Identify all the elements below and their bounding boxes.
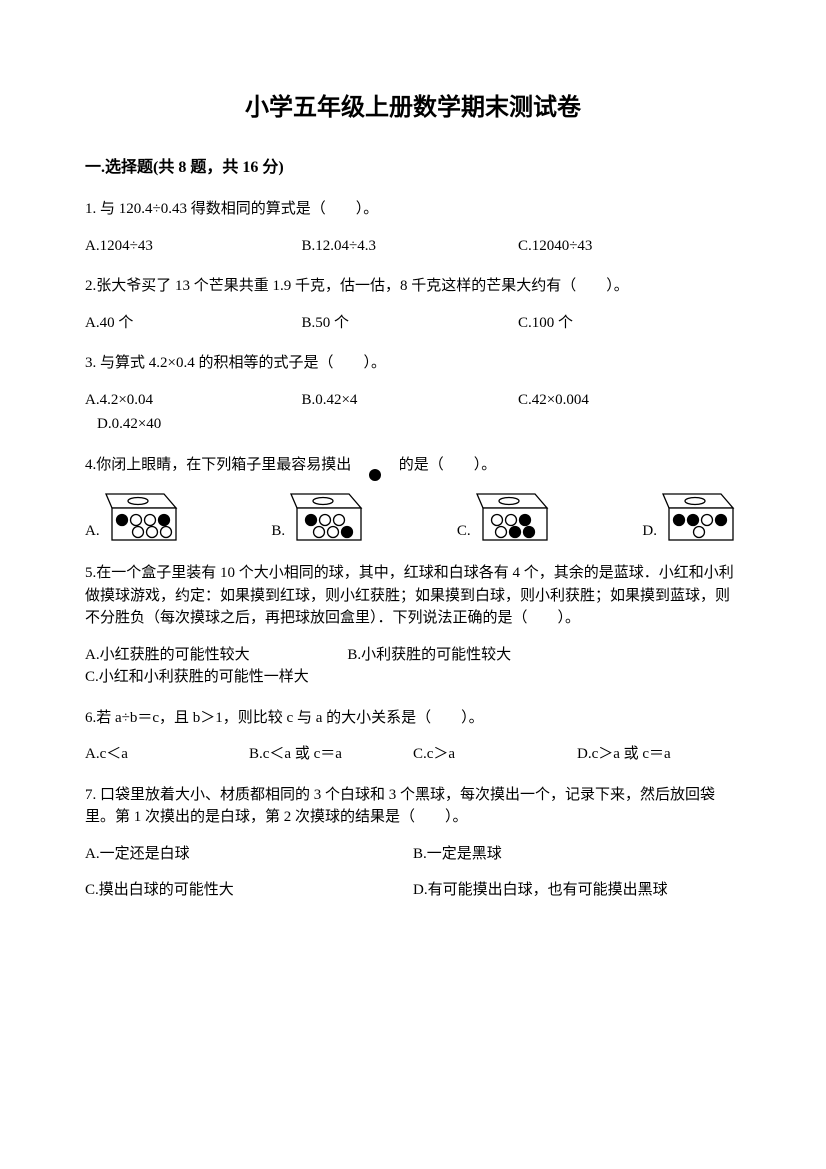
question-4: 4.你闭上眼睛，在下列箱子里最容易摸出 的是（ ）。 A. B. C. D. <box>85 454 741 543</box>
box-c-svg <box>475 490 555 542</box>
q2-option-c[interactable]: C.100 个 <box>518 312 734 335</box>
question-2: 2.张大爷买了 13 个芒果共重 1.9 千克，估一估，8 千克这样的芒果大约有… <box>85 275 741 334</box>
q4-options: A. B. C. D. <box>85 490 741 542</box>
q4-text-pre: 4.你闭上眼睛，在下列箱子里最容易摸出 <box>85 457 351 473</box>
q7-options-1: A.一定还是白球 B.一定是黑球 <box>85 843 741 866</box>
q5-option-a[interactable]: A.小红获胜的可能性较大 <box>85 644 347 667</box>
q1-text: 1. 与 120.4÷0.43 得数相同的算式是（ ）。 <box>85 198 741 221</box>
q5-text: 5.在一个盒子里装有 10 个大小相同的球，其中，红球和白球各有 4 个，其余的… <box>85 562 741 630</box>
q7-option-c[interactable]: C.摸出白球的可能性大 <box>85 879 413 902</box>
exam-title: 小学五年级上册数学期末测试卷 <box>85 90 741 126</box>
q7-text: 7. 口袋里放着大小、材质都相同的 3 个白球和 3 个黑球，每次摸出一个，记录… <box>85 784 741 829</box>
q6-option-c[interactable]: C.c＞a <box>413 743 577 766</box>
q2-option-a[interactable]: A.40 个 <box>85 312 301 335</box>
q2-text: 2.张大爷买了 13 个芒果共重 1.9 千克，估一估，8 千克这样的芒果大约有… <box>85 275 741 298</box>
q4-label-c: C. <box>457 520 471 543</box>
q7-option-a[interactable]: A.一定还是白球 <box>85 843 413 866</box>
q4-text-post: 的是（ ）。 <box>399 457 497 473</box>
q5-option-c[interactable]: C.小红和小利获胜的可能性一样大 <box>85 666 741 689</box>
q1-option-b[interactable]: B.12.04÷4.3 <box>301 235 517 258</box>
question-5: 5.在一个盒子里装有 10 个大小相同的球，其中，红球和白球各有 4 个，其余的… <box>85 562 741 689</box>
q4-option-d[interactable]: D. <box>642 490 741 542</box>
q3-option-b[interactable]: B.0.42×4 <box>301 389 517 412</box>
q3-option-c[interactable]: C.42×0.004 <box>518 389 734 412</box>
question-3: 3. 与算式 4.2×0.4 的积相等的式子是（ ）。 A.4.2×0.04 B… <box>85 352 741 436</box>
q1-option-c[interactable]: C.12040÷43 <box>518 235 734 258</box>
q3-text: 3. 与算式 4.2×0.4 的积相等的式子是（ ）。 <box>85 352 741 375</box>
q6-option-b[interactable]: B.c＜a 或 c＝a <box>249 743 413 766</box>
q4-label-d: D. <box>642 520 657 543</box>
q2-option-b[interactable]: B.50 个 <box>301 312 517 335</box>
q7-option-b[interactable]: B.一定是黑球 <box>413 843 741 866</box>
q3-option-d[interactable]: D.0.42×40 <box>97 413 161 436</box>
q1-option-a[interactable]: A.1204÷43 <box>85 235 301 258</box>
q3-options-2: D.0.42×40 <box>85 413 741 436</box>
q6-options: A.c＜a B.c＜a 或 c＝a C.c＞a D.c＞a 或 c＝a <box>85 743 741 766</box>
box-a-svg <box>104 490 184 542</box>
black-ball-icon <box>369 469 381 481</box>
q6-text: 6.若 a÷b＝c，且 b＞1，则比较 c 与 a 的大小关系是（ ）。 <box>85 707 741 730</box>
section-1-header: 一.选择题(共 8 题，共 16 分) <box>85 156 741 180</box>
q5-option-b[interactable]: B.小利获胜的可能性较大 <box>347 644 609 667</box>
q3-option-a[interactable]: A.4.2×0.04 <box>85 389 301 412</box>
question-7: 7. 口袋里放着大小、材质都相同的 3 个白球和 3 个黑球，每次摸出一个，记录… <box>85 784 741 902</box>
q4-option-a[interactable]: A. <box>85 490 184 542</box>
q7-options-2: C.摸出白球的可能性大 D.有可能摸出白球，也有可能摸出黑球 <box>85 879 741 902</box>
q3-options: A.4.2×0.04 B.0.42×4 C.42×0.004 <box>85 389 741 412</box>
q6-option-a[interactable]: A.c＜a <box>85 743 249 766</box>
q5-options: A.小红获胜的可能性较大 B.小利获胜的可能性较大 C.小红和小利获胜的可能性一… <box>85 644 741 689</box>
q1-options: A.1204÷43 B.12.04÷4.3 C.12040÷43 <box>85 235 741 258</box>
question-1: 1. 与 120.4÷0.43 得数相同的算式是（ ）。 A.1204÷43 B… <box>85 198 741 257</box>
q4-label-a: A. <box>85 520 100 543</box>
q6-option-d[interactable]: D.c＞a 或 c＝a <box>577 743 741 766</box>
q4-text: 4.你闭上眼睛，在下列箱子里最容易摸出 的是（ ）。 <box>85 454 741 477</box>
box-d-svg <box>661 490 741 542</box>
q7-option-d[interactable]: D.有可能摸出白球，也有可能摸出黑球 <box>413 879 741 902</box>
question-6: 6.若 a÷b＝c，且 b＞1，则比较 c 与 a 的大小关系是（ ）。 A.c… <box>85 707 741 766</box>
q4-label-b: B. <box>271 520 285 543</box>
box-b-svg <box>289 490 369 542</box>
q4-option-b[interactable]: B. <box>271 490 369 542</box>
q4-option-c[interactable]: C. <box>457 490 555 542</box>
q2-options: A.40 个 B.50 个 C.100 个 <box>85 312 741 335</box>
